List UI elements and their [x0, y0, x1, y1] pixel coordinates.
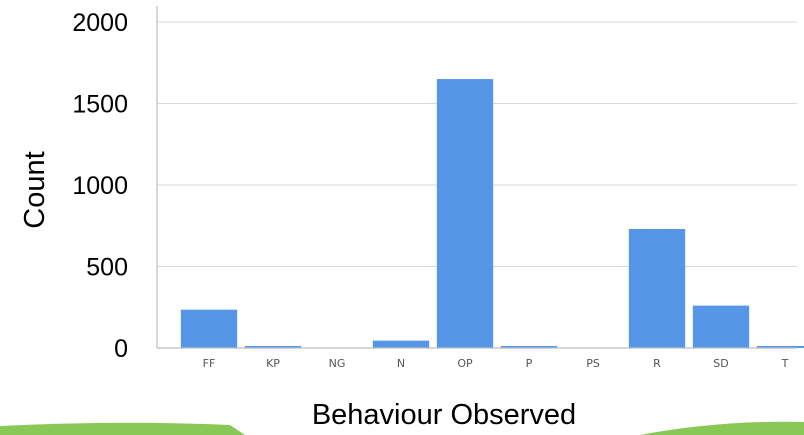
y-tick-label-0: 0 [114, 335, 128, 363]
x-tick-label-sd: SD [713, 357, 728, 370]
x-axis-title: Behaviour Observed [312, 399, 576, 431]
bar-r [628, 229, 686, 348]
y-tick-label-1000: 1000 [72, 172, 128, 200]
x-tick-label-n: N [397, 357, 405, 370]
y-tick-label-2000: 2000 [72, 9, 128, 37]
y-tick-label-1500: 1500 [72, 91, 128, 119]
y-tick-labels: 0 500 1000 1500 2000 [72, 9, 128, 363]
y-tick-label-500: 500 [86, 254, 128, 282]
bar-op [436, 79, 494, 349]
swoosh-right [640, 421, 804, 435]
bar-ff [180, 309, 238, 348]
bar-n [372, 340, 430, 348]
x-tick-label-t: T [781, 357, 789, 370]
x-tick-label-p: P [526, 357, 533, 370]
y-axis-title: Count [19, 151, 51, 228]
x-tick-label-ff: FF [203, 357, 216, 370]
x-tick-labels: FF KP NG N OP P PS R SD T [203, 357, 789, 370]
green-swoosh-decoration [0, 421, 804, 435]
bar-kp [244, 346, 302, 348]
axes [156, 6, 797, 349]
bar-sd [692, 305, 750, 348]
x-tick-label-ng: NG [329, 357, 346, 370]
x-tick-label-r: R [653, 357, 661, 370]
bar-t [756, 346, 804, 348]
x-tick-label-op: OP [457, 357, 473, 370]
x-tick-label-kp: KP [266, 357, 280, 370]
x-tick-label-ps: PS [586, 357, 600, 370]
bar-p [500, 346, 558, 348]
swoosh-left [0, 422, 245, 435]
bars [180, 79, 804, 349]
